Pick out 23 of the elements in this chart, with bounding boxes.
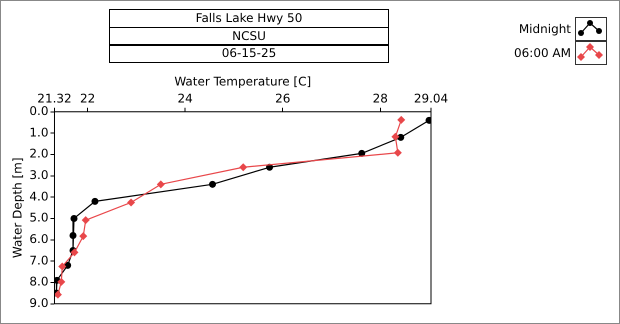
x-tick-label: 28 bbox=[372, 92, 388, 106]
legend-label: Midnight bbox=[518, 22, 571, 36]
x-tick-label: 29.04 bbox=[414, 92, 448, 106]
x-tick-label: 24 bbox=[178, 92, 193, 106]
x-tick-label: 21.32 bbox=[37, 92, 72, 106]
y-tick-label: 9.0 bbox=[29, 296, 48, 310]
x-axis-title: Water Temperature [C] bbox=[174, 74, 312, 88]
legend-label: 06:00 AM bbox=[514, 46, 571, 60]
x-tick-label: 26 bbox=[275, 92, 290, 106]
y-tick-label: 6.0 bbox=[29, 232, 48, 246]
y-axis-title: Water Depth [m] bbox=[10, 157, 24, 258]
y-tick-label: 3.0 bbox=[29, 168, 48, 182]
y-tick-label: 8.0 bbox=[29, 274, 48, 289]
y-tick-label: 4.0 bbox=[29, 189, 48, 204]
y-tick-label: 7.0 bbox=[29, 253, 48, 268]
chart-title: Falls Lake Hwy 50 bbox=[109, 9, 389, 28]
chart-subtitle: NCSU bbox=[109, 26, 389, 46]
y-tick-label: 2.0 bbox=[29, 146, 48, 161]
text: 06-15-25 bbox=[109, 44, 389, 63]
x-tick-label: 22 bbox=[80, 92, 96, 106]
y-tick-label: 1.0 bbox=[29, 125, 48, 140]
y-tick-label: 5.0 bbox=[29, 210, 48, 225]
y-tick-label: 0.0 bbox=[29, 104, 48, 118]
